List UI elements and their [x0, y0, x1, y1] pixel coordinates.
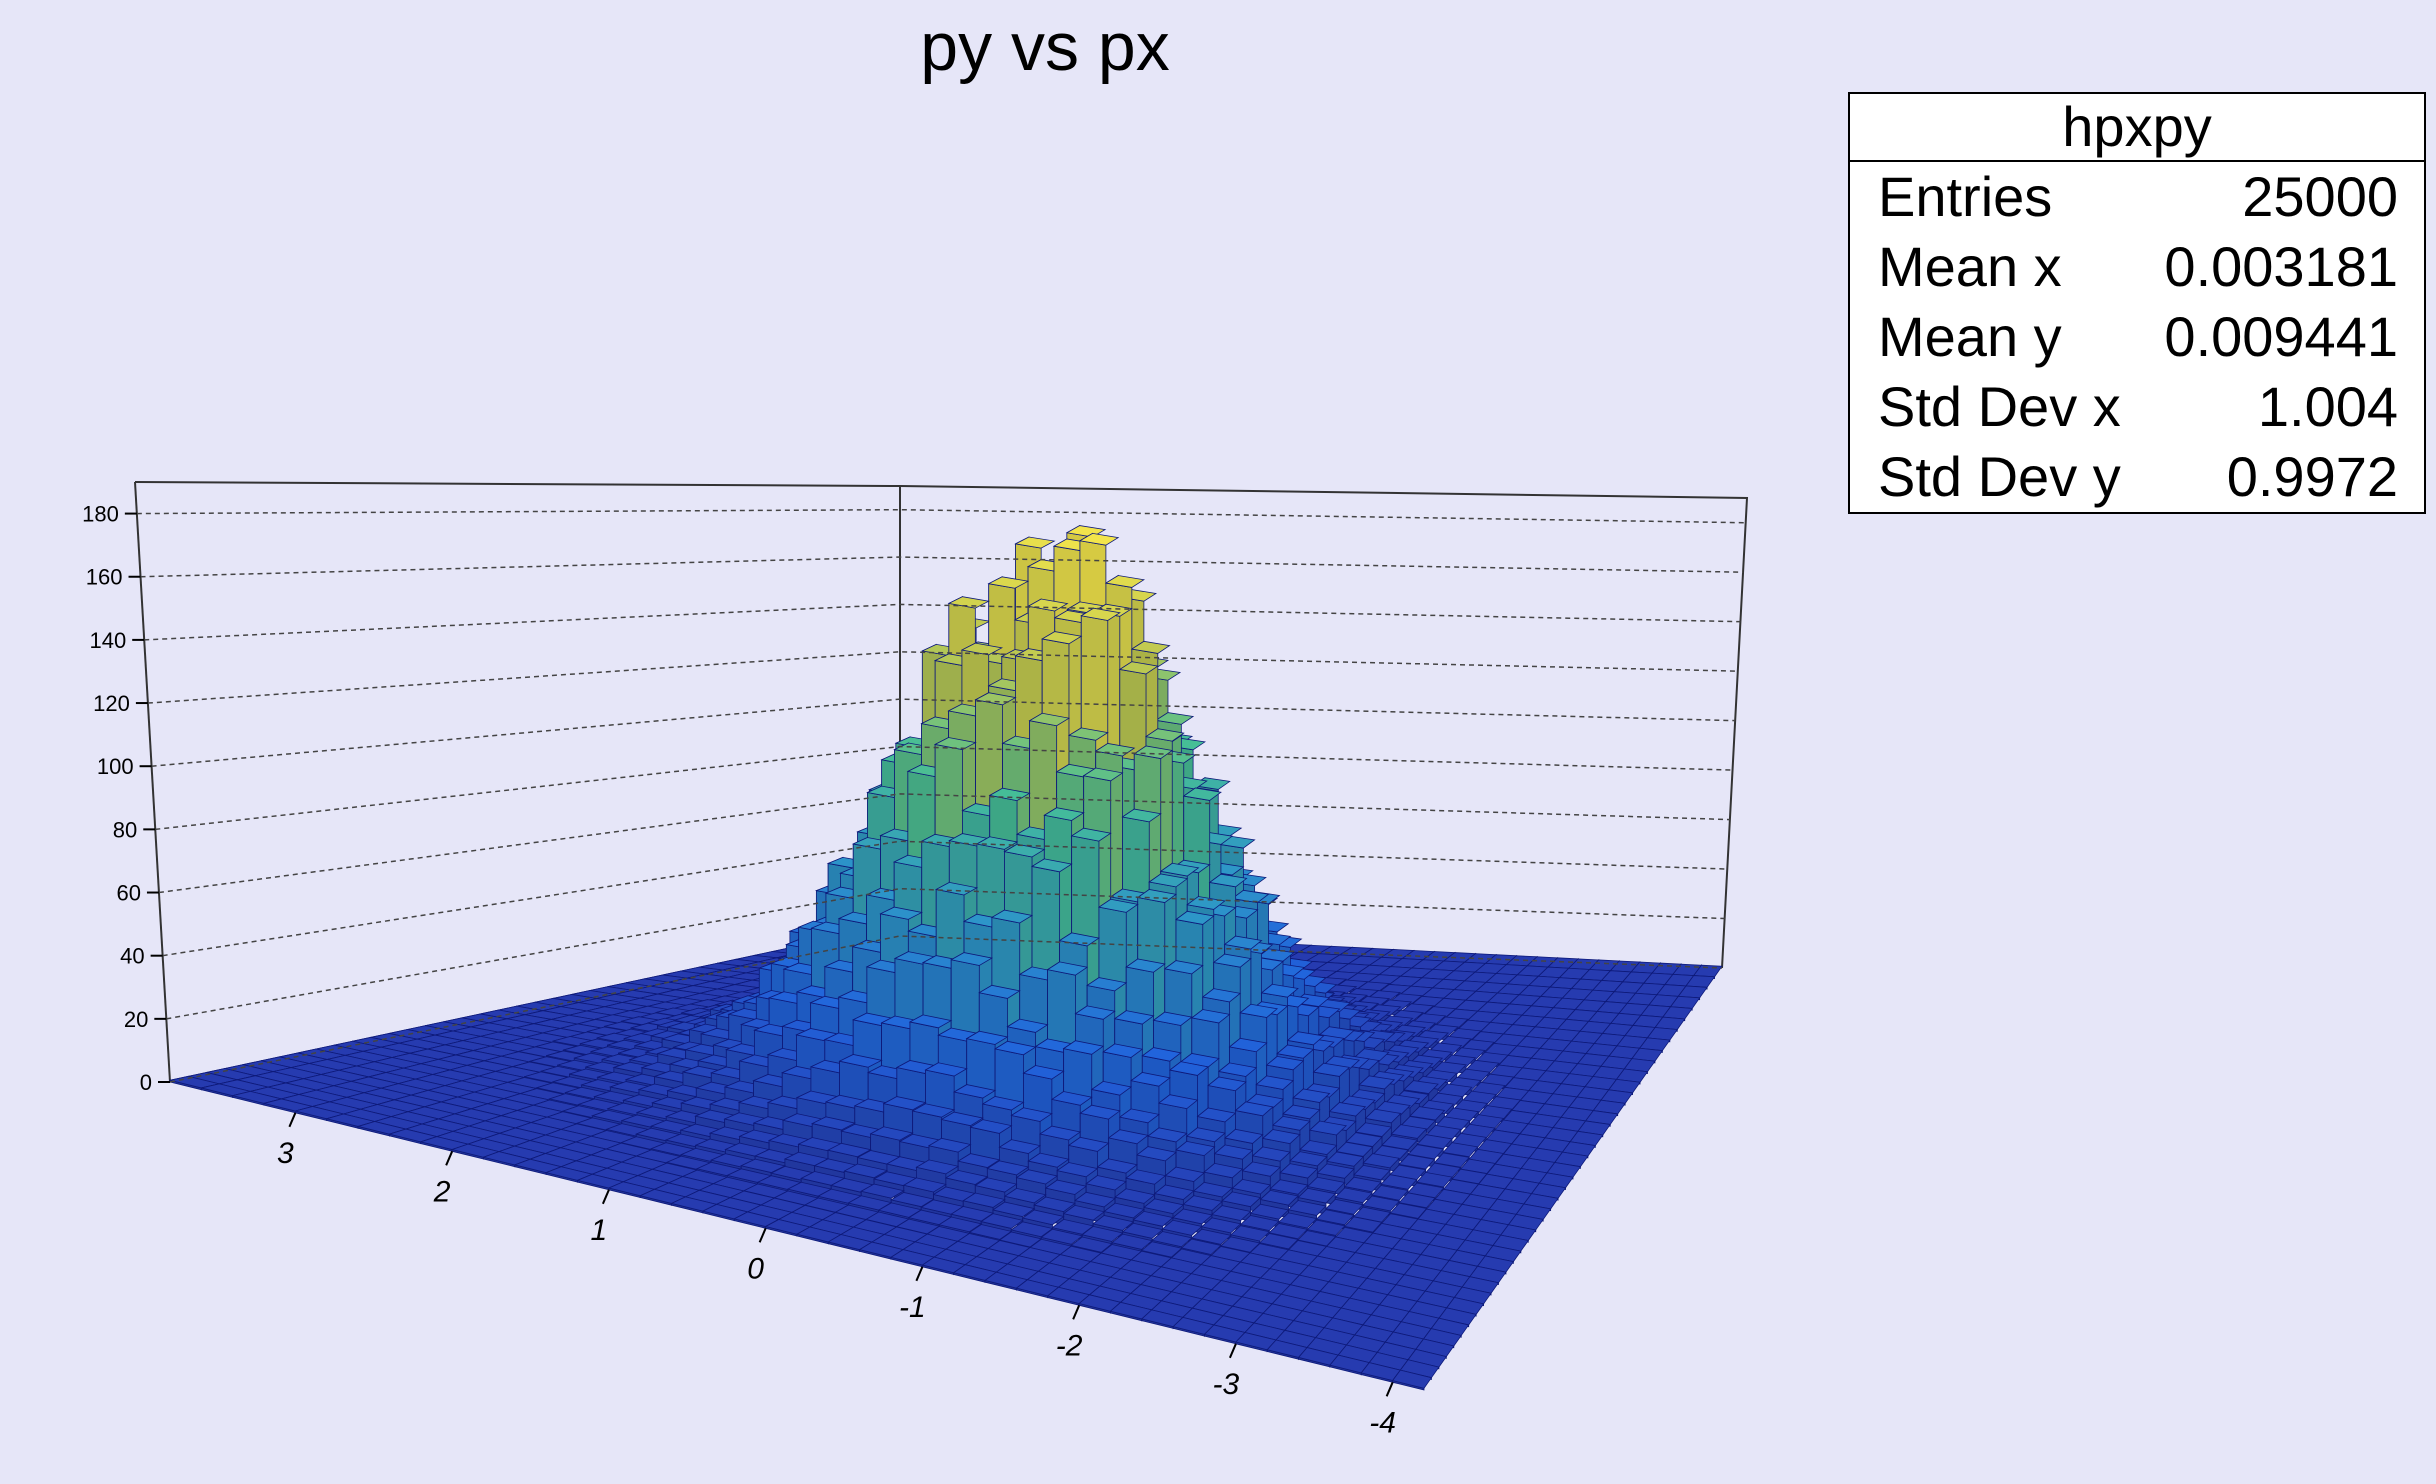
z-axis-ticks: 0 20 40 60 80 100 120 140 160 180 — [82, 502, 1746, 1095]
lego-bar — [1483, 1042, 1518, 1058]
stats-row-stddev-x: Std Dev x 1.004 — [1850, 372, 2424, 442]
z-tick-label: 60 — [116, 881, 140, 906]
stats-value: 0.009441 — [2164, 305, 2398, 368]
lego-bar — [1577, 1119, 1611, 1138]
z-tick-label: 120 — [93, 691, 130, 716]
z-gridline — [155, 745, 1733, 831]
z-tick-label: 160 — [86, 565, 123, 590]
lego-bar — [890, 1248, 936, 1268]
lego-bar — [513, 1158, 563, 1175]
y-tick-mark — [915, 1266, 924, 1282]
stats-label: Std Dev x — [1878, 375, 2121, 438]
lego-bar — [952, 1263, 998, 1283]
z-tick-label: 20 — [124, 1007, 148, 1032]
z-tick-label: 140 — [89, 628, 126, 653]
y-tick-mark — [1228, 1343, 1237, 1359]
stats-row-mean-x: Mean x 0.003181 — [1850, 232, 2424, 302]
y-tick-mark — [288, 1112, 297, 1128]
y-tick-mark — [1072, 1304, 1081, 1320]
lego-bars — [169, 524, 1723, 1391]
lego-bar — [639, 1188, 687, 1206]
y-tick-label: 0 — [747, 1252, 764, 1285]
plot-title: py vs px — [920, 9, 1170, 85]
stats-value: 1.004 — [2257, 375, 2398, 438]
stats-label: Std Dev y — [1878, 445, 2121, 508]
lego-bar — [1391, 1368, 1433, 1391]
lego-bar — [387, 1128, 439, 1145]
stats-title: hpxpy — [1850, 94, 2424, 162]
y-tick-label: 2 — [433, 1175, 451, 1208]
lego-bar — [795, 1226, 842, 1245]
y-tick-label: -4 — [1369, 1406, 1396, 1439]
stats-value: 0.003181 — [2164, 235, 2398, 298]
z-gridline — [162, 840, 1728, 957]
z-tick-label: 40 — [120, 944, 144, 969]
z-gridline — [144, 603, 1741, 641]
stats-label: Entries — [1878, 165, 2053, 228]
y-tick-label: 1 — [591, 1214, 608, 1247]
lego-bar — [984, 1271, 1029, 1291]
lego-bar — [921, 1256, 967, 1276]
z-tick-label: 100 — [97, 754, 134, 779]
stats-label: Mean y — [1878, 305, 2062, 368]
lego-bar — [450, 1143, 501, 1160]
stats-row-entries: Entries 25000 — [1850, 162, 2424, 232]
y-tick-mark — [601, 1189, 610, 1205]
stats-value: 25000 — [2242, 165, 2398, 228]
y-tick-label: -3 — [1213, 1368, 1240, 1401]
y-tick-mark — [758, 1227, 767, 1243]
lego-bar — [607, 1181, 656, 1199]
stats-row-mean-y: Mean y 0.009441 — [1850, 302, 2424, 372]
y-tick-label: 3 — [277, 1137, 294, 1170]
stats-row-stddev-y: Std Dev y 0.9972 — [1850, 442, 2424, 512]
stats-box[interactable]: hpxpy Entries 25000 Mean x 0.003181 Mean… — [1848, 92, 2426, 514]
stats-value: 0.9972 — [2226, 445, 2398, 508]
y-tick-mark — [1385, 1381, 1394, 1397]
z-gridline — [158, 793, 1730, 894]
lego-bar — [544, 1166, 594, 1183]
z-gridline — [151, 698, 1736, 767]
y-tick-label: -2 — [1056, 1329, 1083, 1362]
y-tick-label: -1 — [899, 1291, 926, 1324]
lego-bar — [1461, 1193, 1498, 1212]
lego-bar — [263, 1098, 313, 1114]
y-axis-ticks: 3 2 1 0 -1 -2 -3 -4 — [277, 1112, 1396, 1439]
y-tick-mark — [445, 1150, 454, 1166]
z-gridline — [136, 508, 1746, 524]
lego-bar — [1329, 1353, 1370, 1376]
lego-bar — [294, 1105, 346, 1122]
stats-label: Mean x — [1878, 235, 2062, 298]
z-gridline — [140, 556, 1744, 578]
z-tick-label: 180 — [82, 502, 119, 527]
z-tick-label: 80 — [113, 817, 137, 842]
lego-bar — [1015, 1278, 1060, 1299]
z-tick-label: 0 — [140, 1070, 152, 1095]
lego-bar — [670, 1196, 718, 1214]
